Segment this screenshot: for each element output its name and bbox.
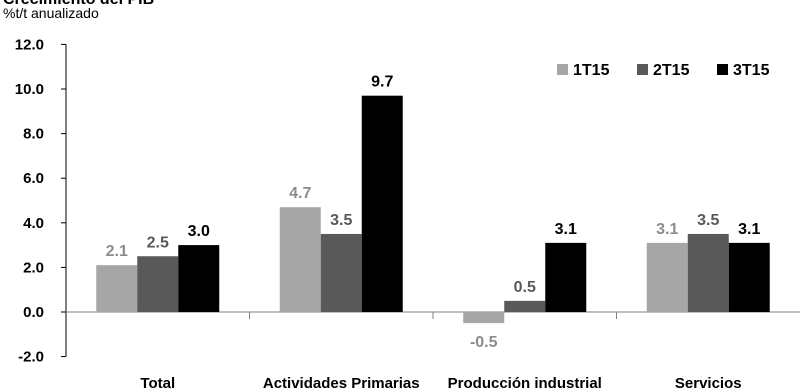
data-label: 4.7 (289, 185, 311, 202)
y-tick-label: 0.0 (23, 304, 44, 321)
data-label: 3.1 (555, 221, 577, 238)
x-category-label: Actividades Primarias (263, 375, 420, 392)
legend-swatch-1T15 (557, 64, 568, 75)
bar-2T15-3 (687, 233, 729, 312)
x-category-label: Total (140, 375, 175, 392)
axes-group: 12.0 10.0 8.0 6.0 4.0 2.0 0.0 -2.0 Total Activida… (15, 36, 800, 392)
bar-2T15-2 (504, 300, 546, 312)
data-label: 9.7 (371, 74, 393, 91)
data-label: -0.5 (470, 334, 498, 351)
legend-label-2T15: 2T15 (653, 62, 690, 79)
bar-3T15-2 (545, 242, 587, 312)
y-tick-label: 6.0 (23, 170, 44, 187)
y-tick-label: 12.0 (15, 36, 44, 53)
bar-1T15-3 (646, 242, 688, 312)
y-tick-label: 4.0 (23, 215, 44, 232)
data-label: 3.5 (330, 212, 352, 229)
data-label: 2.5 (147, 234, 169, 251)
legend: 1T15 2T15 3T15 (557, 62, 770, 79)
y-tick-label: 8.0 (23, 126, 44, 143)
bar-3T15-0 (178, 245, 220, 312)
data-label: 3.0 (188, 223, 210, 240)
x-category-label: Producción industrial (448, 375, 602, 392)
data-label: 3.1 (656, 221, 678, 238)
bar-1T15-2 (463, 312, 505, 324)
y-tick-label: 2.0 (23, 259, 44, 276)
data-label: 3.1 (738, 221, 760, 238)
bar-2T15-0 (137, 256, 179, 312)
bar-2T15-1 (320, 233, 362, 312)
data-label: 3.5 (697, 212, 719, 229)
unit-label: %t/t anualizado (3, 5, 99, 21)
bar-1T15-0 (96, 265, 138, 312)
y-tick-label: -2.0 (18, 349, 44, 366)
bar-3T15-3 (728, 242, 770, 312)
y-tick-label: 10.0 (15, 81, 44, 98)
x-category-label: Servicios (675, 375, 742, 392)
legend-label-3T15: 3T15 (733, 62, 770, 79)
data-label: 2.1 (106, 243, 128, 260)
data-labels-group: 2.1 2.5 3.0 4.7 3.5 9.7 -0.5 0.5 3.1 3.1 3.5 3.1 (106, 74, 761, 351)
bar-3T15-1 (361, 95, 403, 312)
legend-label-1T15: 1T15 (573, 62, 610, 79)
bar-1T15-1 (279, 207, 321, 312)
chart-title: Crecimiento del PIB (3, 0, 154, 9)
legend-swatch-3T15 (717, 64, 728, 75)
bars-group (96, 95, 770, 324)
legend-swatch-2T15 (637, 64, 648, 75)
data-label: 0.5 (514, 279, 536, 296)
